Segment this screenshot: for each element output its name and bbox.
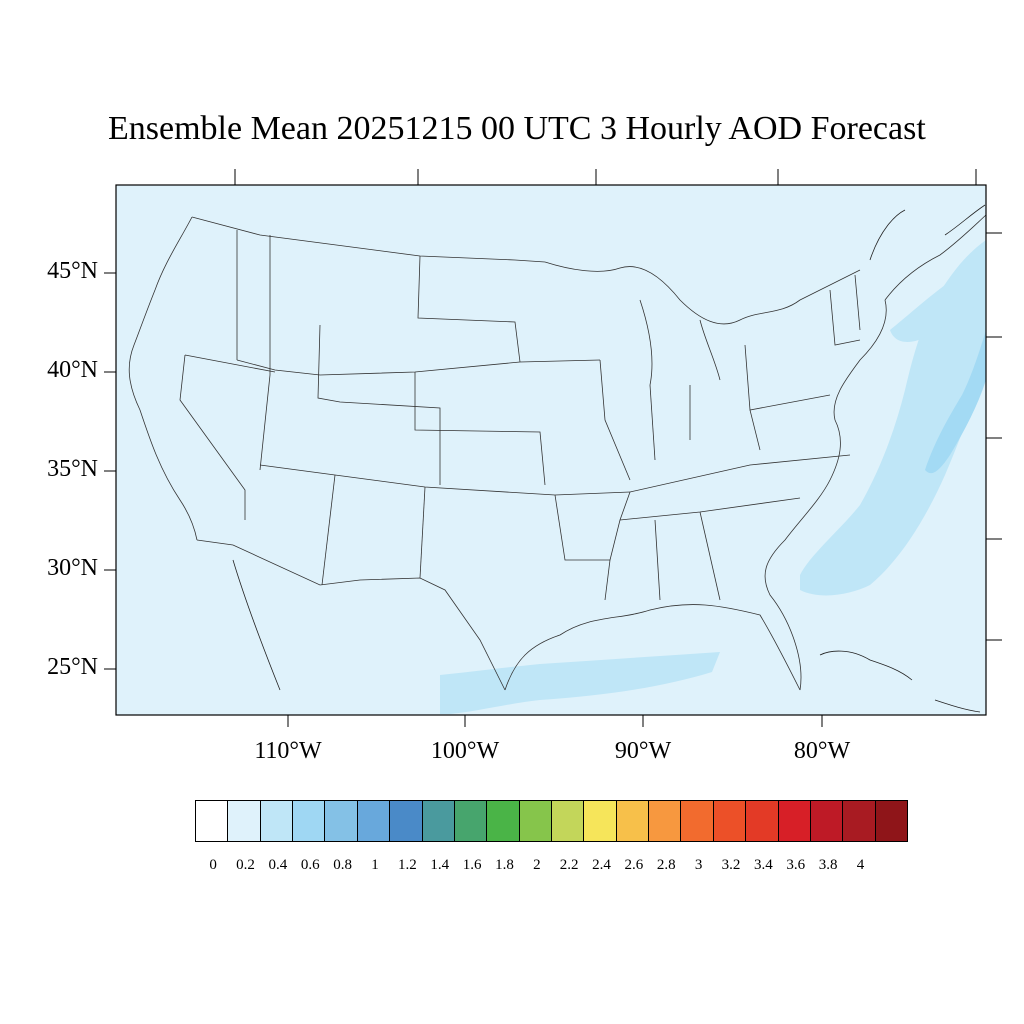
colorbar-label: 2: [533, 857, 541, 873]
colorbar-label: 1.2: [397, 857, 417, 873]
colorbar-swatch: [583, 800, 617, 842]
colorbar-label: 3.6: [786, 857, 806, 873]
colorbar-swatch: [259, 800, 294, 842]
lon-label-110w: 110°W: [254, 738, 322, 764]
colorbar-label: 0.8: [333, 857, 352, 873]
chart-title: Ensemble Mean 20251215 00 UTC 3 Hourly A…: [108, 110, 926, 147]
state-borders: [128, 214, 987, 691]
colorbar: [195, 800, 908, 844]
lon-label-100w: 100°W: [430, 738, 500, 764]
colorbar-label: 1.6: [462, 857, 482, 873]
lat-label-40n: 40°N: [47, 357, 98, 383]
colorbar-swatch: [195, 800, 229, 842]
map-background: [116, 185, 986, 715]
colorbar-swatch: [292, 800, 326, 842]
colorbar-swatch: [745, 800, 779, 842]
lat-label-35n: 35°N: [47, 456, 98, 482]
colorbar-label: 2.2: [559, 857, 579, 873]
colorbar-label: 3.2: [721, 857, 741, 873]
colorbar-label: 4: [856, 857, 865, 873]
coastline-other: [232, 204, 986, 713]
colorbar-label: 1: [371, 857, 379, 873]
colorbar-swatch: [712, 800, 747, 842]
colorbar-label: 0.2: [236, 857, 255, 873]
map-frame: [115, 184, 987, 716]
colorbar-label: 2.6: [624, 857, 644, 873]
colorbar-swatch: [227, 800, 261, 842]
aod-plume-atlantic-core: [925, 330, 986, 474]
colorbar-label: 0.6: [300, 857, 320, 873]
colorbar-swatch: [680, 800, 714, 842]
colorbar-swatch: [453, 800, 488, 842]
aod-plume-gulf: [440, 652, 720, 714]
colorbar-label: 0.4: [268, 857, 288, 873]
colorbar-swatch: [615, 800, 650, 842]
colorbar-label: 2.8: [656, 857, 676, 873]
colorbar-swatch: [356, 800, 391, 842]
colorbar-swatch: [842, 800, 876, 842]
lon-label-90w: 90°W: [614, 738, 672, 764]
lat-label-25n: 25°N: [47, 654, 98, 680]
colorbar-swatch: [648, 800, 682, 842]
colorbar-swatch: [518, 800, 552, 842]
colorbar-swatch: [389, 800, 423, 842]
colorbar-swatch: [777, 800, 811, 842]
lat-label-30n: 30°N: [47, 555, 98, 581]
colorbar-label: 1.8: [495, 857, 514, 873]
lon-label-80w: 80°W: [793, 738, 851, 764]
colorbar-label: 3: [694, 857, 703, 873]
lat-label-45n: 45°N: [47, 258, 98, 284]
colorbar-swatch: [551, 800, 585, 842]
colorbar-swatch: [486, 800, 520, 842]
colorbar-label: 0: [209, 857, 217, 873]
colorbar-label: 1.4: [430, 857, 450, 873]
colorbar-swatch: [324, 800, 358, 842]
colorbar-label: 3.8: [818, 857, 838, 873]
colorbar-swatch: [421, 800, 455, 842]
colorbar-swatch: [809, 800, 844, 842]
colorbar-label: 3.4: [753, 857, 773, 873]
colorbar-swatch: [874, 800, 908, 842]
colorbar-label: 2.4: [592, 857, 611, 873]
axis-ticks: [104, 169, 1002, 727]
aod-plume-northeast: [890, 252, 986, 342]
